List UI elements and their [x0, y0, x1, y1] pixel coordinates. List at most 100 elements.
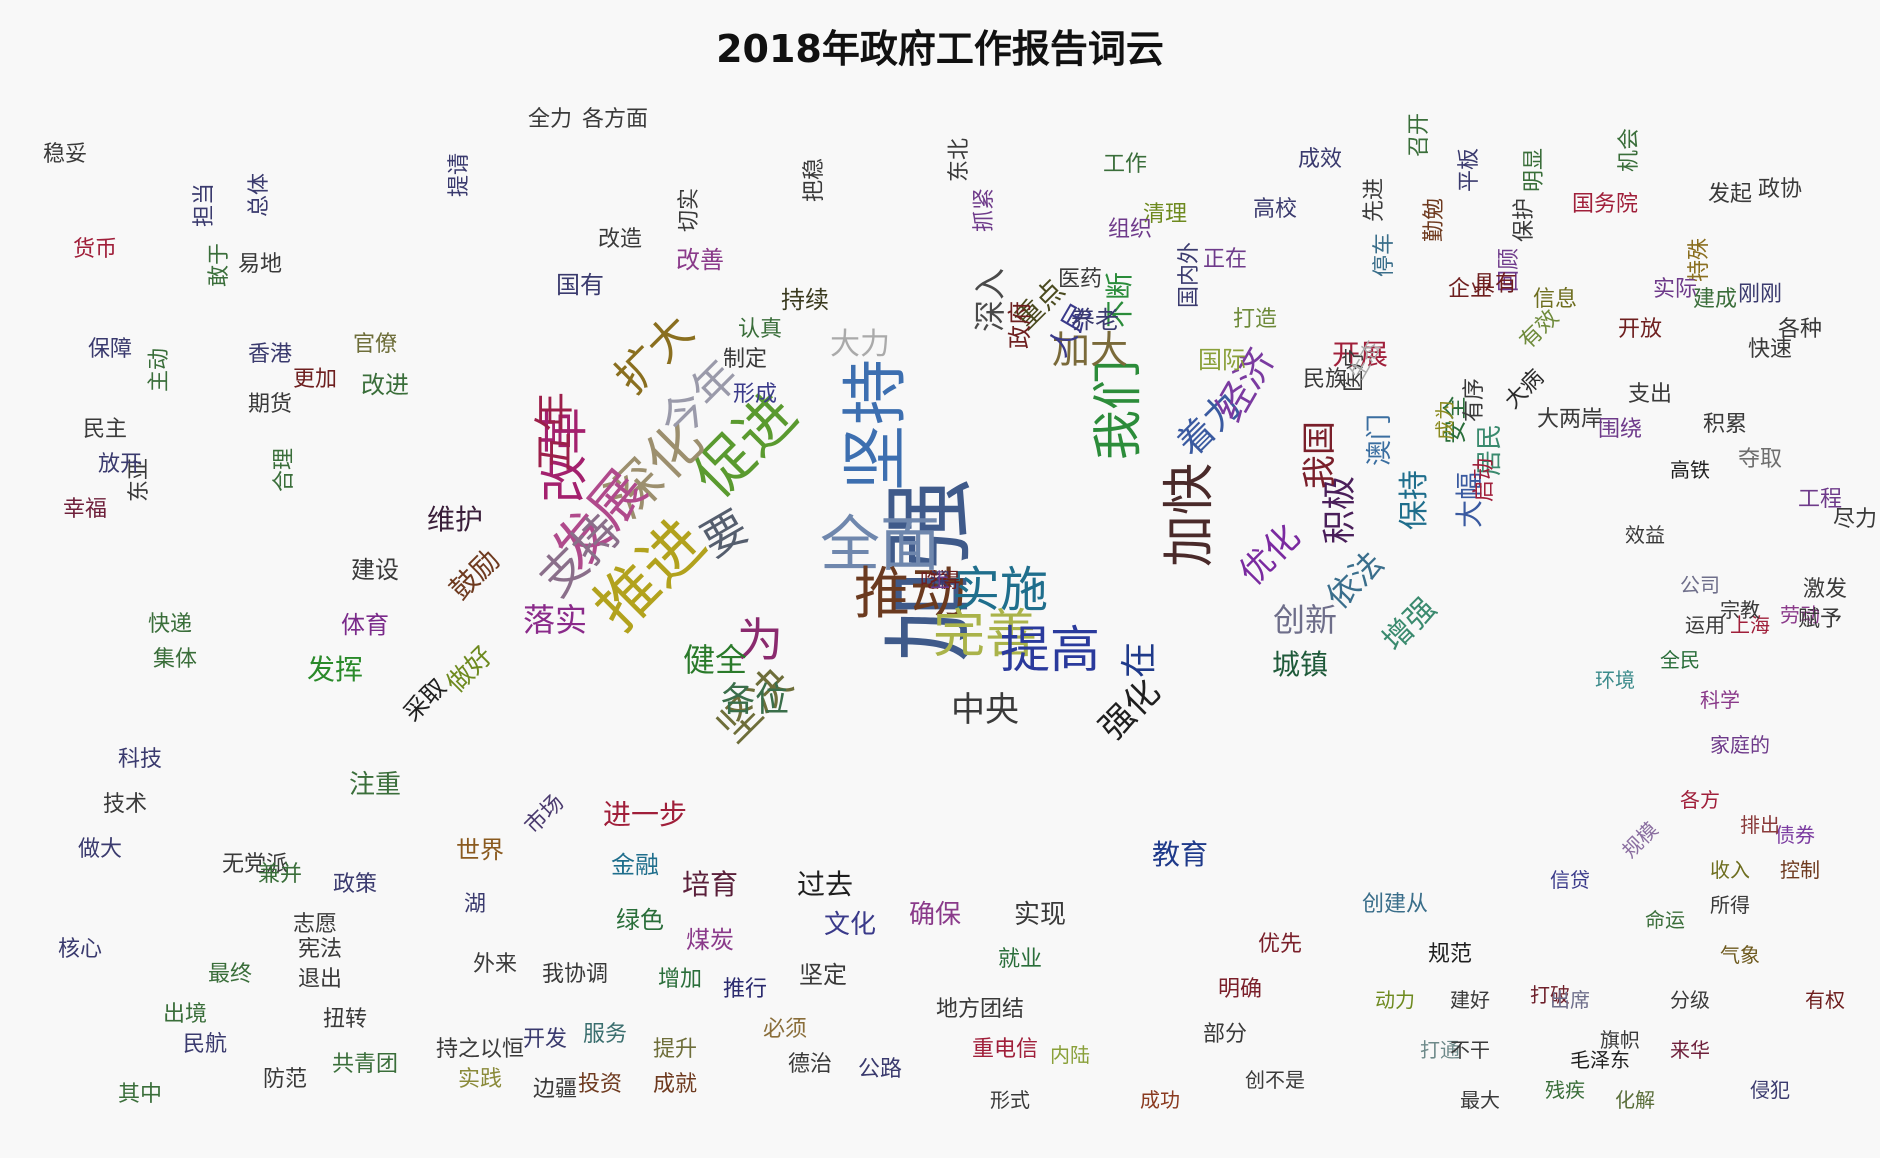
cloud-word: 环境	[1595, 668, 1635, 692]
cloud-word: 主动	[147, 347, 172, 393]
cloud-word: 核心	[57, 937, 103, 962]
cloud-word: 提升	[652, 1037, 698, 1062]
cloud-word: 在	[1119, 641, 1160, 679]
cloud-word: 效益	[1625, 523, 1665, 547]
cloud-word: 快递	[147, 612, 193, 637]
cloud-word: 国有	[556, 271, 604, 299]
cloud-word: 有权	[1805, 988, 1845, 1012]
cloud-word: 服务	[582, 1022, 628, 1047]
cloud-word: 分级	[1670, 988, 1710, 1012]
cloud-word: 完善	[932, 605, 1038, 665]
cloud-word: 激发	[1802, 577, 1848, 602]
cloud-word: 形成	[732, 382, 778, 407]
cloud-word: 各方面	[581, 107, 649, 132]
cloud-word: 各种	[1777, 317, 1823, 342]
cloud-word: 实际	[1652, 277, 1698, 302]
cloud-word: 有效	[1515, 305, 1565, 355]
cloud-word: 明确	[1217, 977, 1263, 1002]
cloud-word: 勤勉	[1422, 197, 1447, 243]
cloud-word: 吃得	[920, 568, 960, 592]
cloud-word: 中央	[951, 690, 1019, 730]
cloud-word: 化解	[1615, 1088, 1655, 1112]
cloud-word: 技术	[102, 792, 148, 817]
cloud-word: 国内外	[1177, 241, 1202, 309]
cloud-word: 切实	[677, 187, 702, 233]
cloud-word: 最终	[207, 962, 253, 987]
cloud-word: 官僚	[352, 332, 398, 357]
cloud-word: 上海	[1730, 613, 1770, 637]
cloud-word: 重电信	[971, 1037, 1039, 1062]
cloud-word: 市场	[520, 790, 570, 840]
cloud-word: 世界	[456, 836, 504, 864]
cloud-word: 运用	[1685, 613, 1725, 637]
cloud-word: 坚持	[837, 359, 914, 491]
cloud-word: 志愿	[292, 912, 338, 937]
cloud-word: 建好	[1450, 988, 1490, 1012]
cloud-word: 德治	[787, 1052, 833, 1077]
cloud-word: 实施	[951, 562, 1049, 618]
cloud-word: 政策	[332, 872, 378, 897]
cloud-word: 加快	[1160, 462, 1220, 568]
cloud-word: 成就	[652, 1072, 698, 1097]
cloud-word: 持之以恒	[435, 1037, 525, 1062]
cloud-word: 所得	[1710, 893, 1750, 917]
cloud-word: 实践	[457, 1067, 503, 1092]
cloud-word: 兼并	[257, 862, 303, 887]
cloud-word: 大力	[830, 327, 890, 362]
cloud-word: 正在	[1202, 247, 1248, 272]
cloud-word: 清理	[1142, 202, 1188, 227]
cloud-word: 集体	[152, 647, 198, 672]
cloud-word: 启动	[1472, 457, 1497, 503]
cloud-word: 创建从	[1361, 892, 1429, 917]
cloud-word: 科学	[1700, 688, 1740, 712]
cloud-word: 放开	[97, 452, 143, 477]
cloud-word: 湖	[463, 892, 487, 917]
cloud-word: 来华	[1670, 1038, 1710, 1062]
cloud-word: 国际	[1198, 346, 1246, 374]
cloud-word: 旗帜	[1600, 1028, 1640, 1052]
cloud-word: 文化	[823, 910, 877, 940]
cloud-word: 必须	[762, 1017, 808, 1042]
cloud-word: 优化	[1231, 516, 1309, 594]
cloud-word: 货币	[72, 237, 118, 262]
cloud-word: 残疾	[1545, 1078, 1585, 1102]
cloud-word: 部分	[1202, 1022, 1248, 1047]
cloud-word: 合理	[272, 447, 297, 493]
cloud-word: 制定	[722, 347, 768, 372]
cloud-word: 民航	[182, 1032, 228, 1057]
cloud-word: 政协	[1757, 177, 1803, 202]
cloud-word: 强化	[1091, 671, 1169, 749]
cloud-word: 上	[930, 568, 950, 592]
cloud-word: 城镇	[1271, 648, 1329, 681]
cloud-word: 成效	[1297, 147, 1343, 172]
cloud-word: 侵犯	[1750, 1078, 1790, 1102]
cloud-word: 我协调	[541, 962, 609, 987]
cloud-word: 开放	[1617, 317, 1663, 342]
cloud-word: 退出	[297, 967, 343, 992]
cloud-word: 推动	[854, 562, 966, 627]
cloud-word: 东北	[947, 137, 972, 183]
cloud-word: 地方团结	[935, 997, 1025, 1022]
cloud-word: 为	[737, 613, 783, 667]
cloud-word: 形式	[990, 1088, 1030, 1112]
cloud-word: 养老	[1071, 306, 1119, 334]
cloud-word: 机会	[1617, 127, 1642, 173]
cloud-word: 深	[930, 568, 950, 592]
cloud-word: 稳妥	[42, 142, 88, 167]
cloud-word: 打造	[1232, 307, 1278, 332]
cloud-word: 边疆	[532, 1077, 578, 1102]
cloud-word: 推行	[722, 977, 768, 1002]
cloud-word: 教育	[1151, 838, 1209, 871]
cloud-word: 持续	[781, 286, 829, 314]
cloud-word: 民族	[1302, 367, 1348, 392]
cloud-word: 全民	[1660, 648, 1700, 672]
cloud-word: 增加	[657, 967, 703, 992]
cloud-word: 高铁	[1670, 458, 1710, 482]
cloud-word: 各方	[1680, 788, 1720, 812]
cloud-word: 总体	[247, 172, 272, 218]
cloud-word: 召开	[1407, 112, 1432, 158]
cloud-word: 实现	[1013, 900, 1067, 930]
cloud-word: 明显	[1522, 147, 1547, 193]
cloud-word: 高校	[1252, 197, 1298, 222]
cloud-word: 保护	[1512, 197, 1537, 243]
